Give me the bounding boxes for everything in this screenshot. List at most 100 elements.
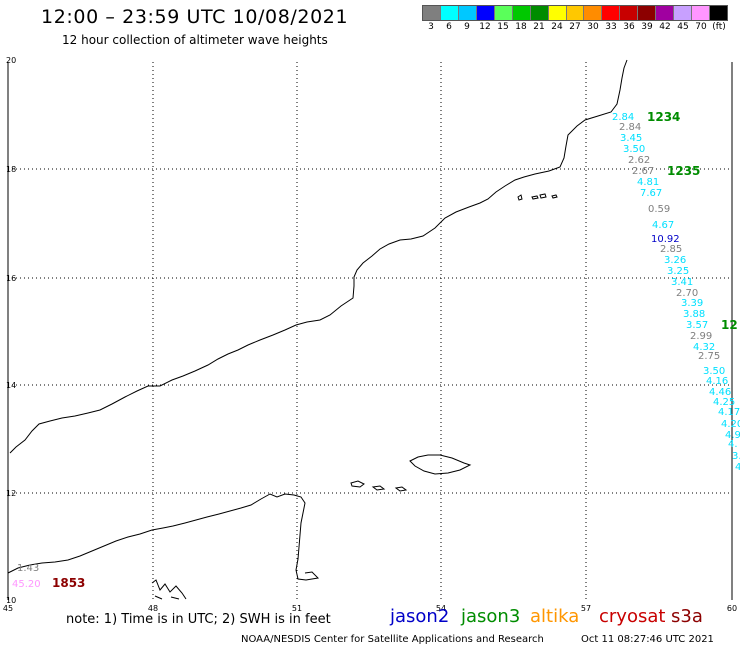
legend-swatch [440, 6, 459, 20]
pass-time: 1853 [52, 576, 85, 590]
swh-value: 4.16 [706, 376, 728, 387]
socotra-island [409, 454, 472, 475]
samhah-island [371, 485, 386, 491]
latitude-label: 14 [6, 381, 16, 390]
legend-swatch [674, 6, 693, 20]
legend-label: 18 [515, 22, 527, 32]
legend-swatch [548, 6, 567, 20]
legend-label: 42 [659, 22, 671, 32]
legend-swatch [602, 6, 621, 20]
swh-value: 3.50 [623, 144, 645, 155]
map-subtitle: 12 hour collection of altimeter wave hei… [62, 33, 328, 47]
swh-value: 1.43 [17, 563, 39, 574]
pass-time-labels: 1234 1235 12 1853 [52, 110, 738, 590]
swh-value: 2.70 [676, 288, 698, 299]
legend-label: (ft) [712, 22, 726, 32]
satellite-legend-altika: altika [530, 606, 580, 627]
swh-value: 3.26 [664, 255, 686, 266]
latitude-label: 16 [6, 274, 16, 283]
swh-value: 2.84 [612, 112, 634, 123]
legend-label: 27 [569, 22, 581, 32]
swh-value: 2.85 [660, 244, 682, 255]
legend-label: 33 [605, 22, 617, 32]
legend-swatch [566, 6, 585, 20]
legend-swatch [494, 6, 513, 20]
longitude-label: 48 [148, 604, 158, 613]
pass-time: 1235 [667, 164, 700, 178]
legend-label: 24 [551, 22, 563, 32]
legend-label: 36 [623, 22, 635, 32]
longitude-label: 57 [581, 604, 591, 613]
swh-value: 3.39 [681, 298, 703, 309]
legend-swatch [458, 6, 477, 20]
longitude-label: 51 [292, 604, 302, 613]
legend-swatch [476, 6, 495, 20]
latitude-label: 10 [6, 596, 16, 605]
swh-value: 4.46 [709, 387, 731, 398]
graticule [8, 62, 732, 600]
swh-value: 4. [728, 439, 738, 450]
swh-value: 10.92 [651, 234, 680, 245]
legend-swatch [584, 6, 603, 20]
footnote: note: 1) Time is in UTC; 2) SWH is in fe… [66, 612, 331, 627]
swh-value: 4.9 [725, 430, 740, 441]
legend-label: 21 [533, 22, 545, 32]
latitude-label: 20 [6, 56, 16, 65]
abd-al-kuri-island [350, 480, 365, 488]
somali-coastline [7, 493, 320, 581]
legend-label: 12 [479, 22, 491, 32]
swh-value: 4.20 [721, 419, 740, 430]
legend-swatch [423, 6, 441, 20]
legend-label: 39 [641, 22, 653, 32]
swh-value: 45.20 [12, 579, 41, 590]
arabian-coastline [9, 59, 628, 454]
swh-value: 3.45 [620, 133, 642, 144]
legend-label: 15 [497, 22, 509, 32]
swh-value: 4.81 [637, 177, 659, 188]
swh-value: 3.25 [667, 266, 689, 277]
generated-timestamp: Oct 11 08:27:46 UTC 2021 [581, 634, 714, 645]
map-title: 12:00 – 23:59 UTC 10/08/2021 [41, 6, 349, 28]
swh-value: 4.17 [718, 407, 740, 418]
legend-label: 45 [677, 22, 689, 32]
longitude-label: 54 [436, 604, 446, 613]
color-legend: 3 6 9 12 15 18 21 24 27 30 33 36 39 42 45 70 (ft) [422, 5, 728, 35]
swh-value: 2.99 [690, 331, 712, 342]
swh-value: 7.67 [640, 188, 662, 199]
latitude-label: 18 [6, 165, 16, 174]
legend-label: 70 [695, 22, 707, 32]
color-legend-labels: 3 6 9 12 15 18 21 24 27 30 33 36 39 42 45 70 (ft) [422, 22, 728, 33]
satellite-legend-jason2: jason2 [390, 606, 450, 627]
kuria-muria-islands [517, 193, 558, 201]
swh-value: 0.59 [648, 204, 670, 215]
pass-time: 1234 [647, 110, 680, 124]
legend-swatch [710, 6, 727, 20]
legend-label: 30 [587, 22, 599, 32]
swh-value: 2.75 [698, 351, 720, 362]
swh-value: 2.84 [619, 122, 641, 133]
legend-label: 6 [446, 22, 452, 32]
color-legend-swatches [422, 5, 728, 21]
swh-value: 3.41 [671, 277, 693, 288]
pass-time: 12 [721, 318, 738, 332]
legend-swatch [530, 6, 549, 20]
swh-value: 3.57 [686, 320, 708, 331]
legend-swatch [620, 6, 639, 20]
swh-value: 2.67 [632, 166, 654, 177]
scattered-islets [151, 579, 187, 600]
map-frame [7, 62, 733, 600]
swh-value: 2.62 [628, 155, 650, 166]
satellite-legend-s3a: s3a [671, 606, 703, 627]
swh-value: 4.32 [693, 342, 715, 353]
swh-value: 4.25 [713, 397, 735, 408]
darsah-island [394, 486, 408, 492]
legend-swatch [656, 6, 675, 20]
satellite-legend-cryosat: cryosat [599, 606, 666, 627]
legend-swatch [692, 6, 710, 20]
legend-swatch [512, 6, 531, 20]
swh-value: 4.67 [652, 220, 674, 231]
swh-value: 3. [732, 451, 740, 462]
swh-value: 4 [735, 462, 740, 473]
